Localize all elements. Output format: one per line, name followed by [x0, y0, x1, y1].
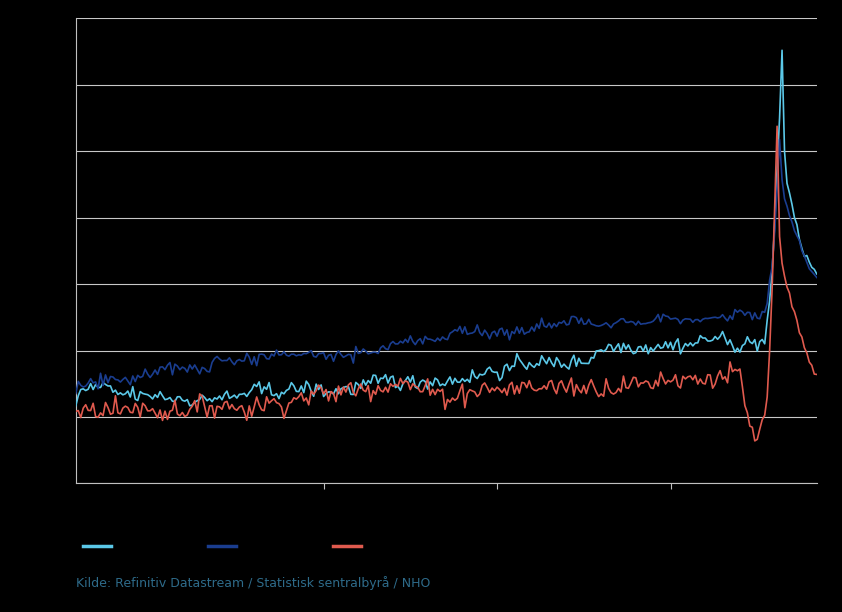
Legend: , , : , ,: [83, 539, 360, 553]
Text: Kilde: Refinitiv Datastream / Statistisk sentralbyrå / NHO: Kilde: Refinitiv Datastream / Statistisk…: [76, 576, 430, 590]
